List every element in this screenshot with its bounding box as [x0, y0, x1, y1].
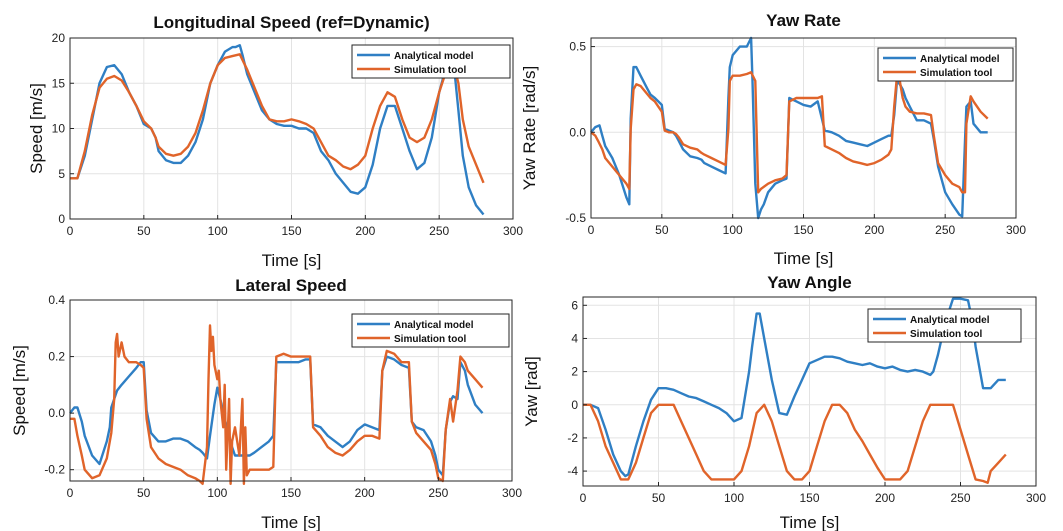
legend-box	[867, 308, 1022, 343]
x-tick-label: 50	[137, 486, 151, 500]
legend: Analytical model Simulation tool	[351, 313, 510, 348]
legend-box	[351, 313, 510, 348]
x-tick-label: 300	[502, 486, 522, 500]
y-tick-label: 20	[52, 31, 66, 45]
chart-longitudinal-speed: 0 50 100 150 200 250 300 0 5 10 15 20 Longitudinal S…	[27, 13, 523, 270]
y-tick-label: 0	[571, 398, 578, 412]
legend-label: Simulation tool	[910, 329, 982, 340]
y-tick-label: 6	[571, 298, 578, 312]
x-axis-label: Time [s]	[780, 513, 840, 531]
x-tick-label: 250	[429, 224, 449, 238]
series-line-analytical-model	[583, 297, 1006, 478]
x-tick-label: 250	[428, 486, 448, 500]
y-axis-label: Yaw Rate [rad/s]	[520, 66, 539, 190]
y-axis-label: Speed [m/s]	[27, 83, 46, 174]
x-tick-label: 300	[503, 224, 523, 238]
y-tick-label: 10	[52, 122, 66, 136]
x-tick-label: 100	[724, 491, 744, 505]
x-tick-label: 100	[723, 223, 743, 237]
chart-title: Lateral Speed	[235, 276, 347, 295]
legend-box	[877, 47, 1014, 82]
x-tick-label: 0	[580, 491, 587, 505]
x-tick-label: 250	[935, 223, 955, 237]
x-tick-label: 200	[355, 224, 375, 238]
y-tick-label: 0.0	[48, 406, 65, 420]
series-line-simulation-tool	[70, 53, 485, 184]
x-tick-label: 250	[950, 491, 970, 505]
legend-label: Analytical model	[394, 320, 474, 331]
series-line-simulation-tool	[583, 403, 1007, 484]
legend-label: Analytical model	[910, 315, 990, 326]
legend-label: Simulation tool	[394, 334, 466, 345]
chart-title: Yaw Angle	[767, 273, 851, 292]
series-line-analytical-model	[69, 355, 484, 477]
y-tick-label: 15	[52, 76, 66, 90]
chart-title: Yaw Rate	[766, 11, 841, 30]
x-axis-label: Time [s]	[261, 513, 321, 531]
y-tick-label: 4	[571, 331, 578, 345]
y-tick-label: 0	[58, 212, 65, 226]
legend-box	[351, 44, 511, 79]
y-tick-label: -2	[567, 431, 578, 445]
chart-yaw-rate: 0 50 100 150 200 250 300 -0.5 0.0 0.5 Yaw Rate Time…	[520, 11, 1026, 268]
y-tick-label: -0.5	[565, 211, 586, 225]
legend: Analytical model Simulation tool	[877, 47, 1014, 82]
x-tick-label: 200	[864, 223, 884, 237]
y-tick-label: -0.2	[44, 463, 65, 477]
x-tick-label: 50	[137, 224, 151, 238]
y-axis-label: Yaw [rad]	[522, 356, 541, 427]
x-tick-label: 300	[1026, 491, 1046, 505]
legend-label: Analytical model	[920, 54, 1000, 65]
x-tick-label: 0	[67, 224, 74, 238]
legend: Analytical model Simulation tool	[867, 308, 1022, 343]
series-line-analytical-model	[590, 36, 988, 220]
y-tick-label: 0.0	[569, 125, 586, 139]
x-tick-label: 200	[355, 486, 375, 500]
x-axis-label: Time [s]	[774, 249, 834, 268]
series-line-simulation-tool	[70, 324, 484, 485]
x-tick-label: 200	[875, 491, 895, 505]
chart-lateral-speed: 0 50 100 150 200 250 300 -0.2 0.0 0.2 0.4 Lateral S…	[10, 276, 522, 531]
x-tick-label: 50	[655, 223, 669, 237]
x-tick-label: 150	[793, 223, 813, 237]
x-tick-label: 150	[281, 486, 301, 500]
y-tick-label: 5	[58, 167, 65, 181]
y-tick-label: -4	[567, 464, 578, 478]
chart-yaw-angle: 0 50 100 150 200 250 300 -4 -2 0 2 4 6 Yaw Angle Time …	[522, 273, 1046, 531]
y-tick-label: 2	[571, 365, 578, 379]
legend-label: Simulation tool	[394, 65, 466, 76]
series-line-simulation-tool	[590, 71, 989, 194]
x-axis-label: Time [s]	[262, 251, 322, 270]
legend-label: Analytical model	[394, 51, 474, 62]
y-tick-label: 0.5	[569, 40, 586, 54]
x-tick-label: 0	[67, 486, 74, 500]
x-tick-label: 0	[588, 223, 595, 237]
y-tick-label: 0.4	[48, 293, 65, 307]
x-tick-label: 150	[799, 491, 819, 505]
legend-label: Simulation tool	[920, 68, 992, 79]
x-tick-label: 150	[281, 224, 301, 238]
series-line-analytical-model	[70, 44, 485, 216]
x-tick-label: 100	[207, 486, 227, 500]
legend: Analytical model Simulation tool	[351, 44, 511, 79]
y-axis-label: Speed [m/s]	[10, 345, 29, 436]
x-tick-label: 300	[1006, 223, 1026, 237]
x-tick-label: 100	[208, 224, 228, 238]
chart-title: Longitudinal Speed (ref=Dynamic)	[153, 13, 429, 32]
y-tick-label: 0.2	[48, 350, 65, 364]
x-tick-label: 50	[652, 491, 666, 505]
